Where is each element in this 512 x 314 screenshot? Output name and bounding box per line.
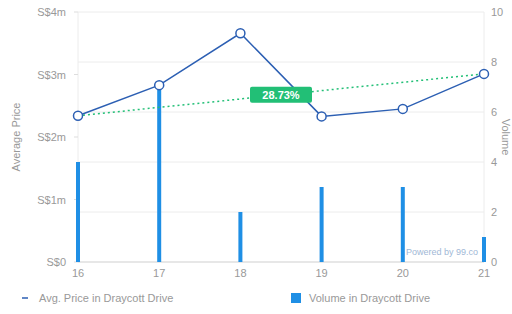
legend-label: Avg. Price in Draycott Drive [39,292,173,304]
price-point [236,29,245,38]
trend-line [78,74,484,116]
y-tick-label: S$2m [37,131,66,143]
price-point [74,111,83,120]
y2-tick-label: 4 [491,156,497,168]
x-tick-label: 19 [315,267,327,279]
x-tick-label: 18 [234,267,246,279]
plot-area [74,29,489,262]
grid-line [78,262,484,263]
axis-line [484,12,485,262]
watermark: Powered by 99.co [406,247,478,257]
y-tick-label: S$1m [37,194,66,206]
y2-axis-title: Volume [500,119,512,156]
y-tick [74,137,78,138]
grid-line [78,12,484,13]
price-point [155,81,164,90]
chart: 0 2 4 6 8 10 S$0 S$1m S$2m S$3m S$4m Average Price V… [0,0,512,314]
bar [320,187,324,262]
y2-tick-label: 0 [491,256,497,268]
y-tick [74,12,78,13]
trend-label: 28.73% [262,89,300,101]
y2-tick-label: 6 [491,106,497,118]
price-point [398,104,407,113]
legend-swatch [291,293,301,303]
y-tick-label: S$4m [37,6,66,18]
price-line [78,33,484,116]
y2-tick-label: 2 [491,206,497,218]
x-tick-label: 21 [478,267,490,279]
bar [76,162,80,262]
trend-badge [250,87,312,103]
x-tick-label: 17 [153,267,165,279]
grid-line [78,62,484,63]
y2-tick-label: 8 [491,56,497,68]
y-axis-title: Average Price [10,103,22,172]
bar [482,237,486,262]
bar [157,87,161,262]
legend-label: Volume in Draycott Drive [309,292,430,304]
x-tick-label: 16 [72,267,84,279]
y-tick-label: S$3m [37,69,66,81]
grid-line [78,112,484,113]
x-tick-label: 20 [397,267,409,279]
grid-line [78,212,484,213]
bar [401,187,405,262]
y2-tick-label: 10 [491,6,503,18]
price-point [480,69,489,78]
price-point [317,112,326,121]
bar [238,212,242,262]
y-tick [74,74,78,75]
legend-swatch [22,297,28,299]
y-tick-label: S$0 [46,256,66,268]
grid-line [78,162,484,163]
